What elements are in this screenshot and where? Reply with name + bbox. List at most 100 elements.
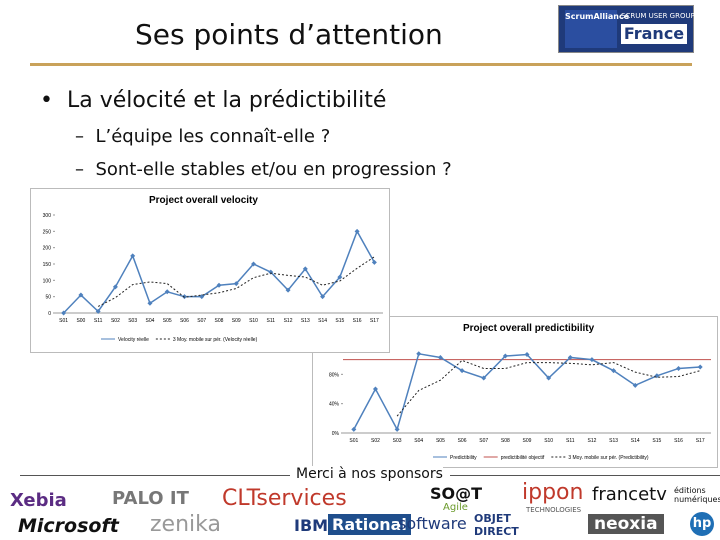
x-tick-label: S14 bbox=[318, 318, 327, 324]
x-tick-label: S05 bbox=[436, 438, 445, 444]
x-tick-label: S15 bbox=[652, 438, 661, 444]
predictability-chart: Project overall predictibility0%40%80%12… bbox=[312, 316, 718, 468]
x-tick-label: S07 bbox=[479, 438, 488, 444]
marker bbox=[459, 368, 465, 374]
slide-title: Ses points d’attention bbox=[135, 18, 443, 51]
logo-brand: ScrumAlliance bbox=[565, 12, 630, 21]
marker bbox=[354, 228, 360, 234]
marker bbox=[147, 300, 153, 306]
series-line bbox=[353, 352, 701, 432]
marker bbox=[61, 310, 67, 316]
legend-label: 3 Moy. mobile sur pér. (Velocity réelle) bbox=[173, 337, 258, 343]
y-tick-label: 100 bbox=[43, 278, 52, 284]
sub-bullet-text: Sont-elle stables et/ou en progression ? bbox=[95, 159, 452, 180]
x-tick-label: S12 bbox=[587, 438, 596, 444]
sponsor: ippon bbox=[522, 480, 584, 505]
x-tick-label: S11 bbox=[267, 318, 276, 324]
footer-caption: Merci à nos sponsors bbox=[296, 466, 443, 482]
x-tick-label: S09 bbox=[523, 438, 532, 444]
y-tick-label: 250 bbox=[43, 229, 52, 235]
sponsor: TECHNOLOGIES bbox=[526, 506, 582, 514]
marker bbox=[320, 294, 326, 300]
sponsor: hp bbox=[690, 512, 714, 536]
x-tick-label: S04 bbox=[414, 438, 423, 444]
x-tick-label: S08 bbox=[501, 438, 510, 444]
legend-label: Predictibility bbox=[450, 455, 477, 461]
sub-bullet: – L’équipe les connaît-elle ? bbox=[75, 126, 331, 147]
marker bbox=[611, 368, 617, 374]
bullet-text: La vélocité et la prédictibilité bbox=[66, 88, 387, 113]
legend-label: 3 Moy. mobile sur pér. (Predictibility) bbox=[568, 455, 649, 461]
x-tick-label: S04 bbox=[145, 318, 154, 324]
marker bbox=[351, 426, 357, 432]
marker bbox=[437, 354, 443, 360]
sponsor: Rational bbox=[328, 514, 411, 535]
marker bbox=[697, 364, 703, 370]
sponsor: francetv bbox=[592, 484, 667, 505]
sponsor: Agile bbox=[443, 502, 468, 513]
y-tick-label: 200 bbox=[43, 246, 52, 252]
sponsor: zenika bbox=[150, 512, 221, 537]
sponsor: Xebia bbox=[10, 490, 67, 511]
y-tick-label: 300 bbox=[43, 213, 52, 219]
y-tick-label: 80% bbox=[329, 372, 340, 378]
velocity-chart: Project overall velocity 0 50 100 150 200 250 3… bbox=[30, 188, 390, 353]
x-tick-label: S17 bbox=[696, 438, 705, 444]
x-tick-label: S02 bbox=[371, 438, 380, 444]
sponsor: CLTservices bbox=[222, 486, 347, 511]
x-tick-label: S16 bbox=[674, 438, 683, 444]
bullet: • La vélocité et la prédictibilité bbox=[40, 88, 387, 113]
sponsor: éditions numériques bbox=[674, 486, 720, 504]
y-tick-label: 40% bbox=[329, 402, 340, 408]
marker bbox=[95, 308, 101, 314]
marker bbox=[524, 352, 530, 358]
x-tick-label: S08 bbox=[215, 318, 224, 324]
marker bbox=[216, 282, 222, 288]
marker bbox=[130, 253, 136, 259]
y-tick-label: 0 bbox=[48, 311, 51, 317]
x-tick-label: S05 bbox=[163, 318, 172, 324]
sub-bullet: – Sont-elle stables et/ou en progression… bbox=[75, 159, 452, 180]
logo-country: France bbox=[621, 24, 687, 44]
marker bbox=[233, 281, 239, 287]
y-tick-label: 150 bbox=[43, 262, 52, 268]
x-tick-label: S09 bbox=[232, 318, 241, 324]
x-tick-label: S17 bbox=[370, 318, 379, 324]
sponsor: neoxia bbox=[588, 514, 664, 534]
footer-rule bbox=[450, 475, 720, 476]
marker bbox=[78, 292, 84, 298]
sponsor: PALO IT bbox=[112, 488, 189, 509]
marker bbox=[654, 373, 660, 379]
header-rule bbox=[30, 63, 692, 66]
marker bbox=[268, 269, 274, 275]
logo: ScrumAlliance SCRUM USER GROUP France bbox=[558, 5, 695, 53]
x-tick-label: S07 bbox=[197, 318, 206, 324]
series-line bbox=[396, 359, 701, 417]
sponsor: IBM bbox=[294, 516, 329, 535]
marker bbox=[285, 287, 291, 293]
series-line bbox=[97, 256, 375, 307]
logo-group: SCRUM USER GROUP bbox=[621, 12, 695, 20]
x-tick-label: S12 bbox=[284, 318, 293, 324]
marker bbox=[251, 261, 257, 267]
x-tick-label: S06 bbox=[180, 318, 189, 324]
marker bbox=[199, 294, 205, 300]
marker bbox=[372, 386, 378, 392]
marker bbox=[589, 357, 595, 363]
x-tick-label: S11 bbox=[566, 438, 575, 444]
sponsor: OBJET DIRECT bbox=[474, 512, 519, 538]
y-tick-label: 50 bbox=[45, 295, 51, 301]
x-tick-label: S14 bbox=[631, 438, 640, 444]
x-tick-label: S03 bbox=[393, 438, 402, 444]
x-tick-label: S16 bbox=[353, 318, 362, 324]
marker bbox=[337, 274, 343, 280]
sponsor: Microsoft bbox=[18, 515, 119, 537]
x-tick-label: S06 bbox=[458, 438, 467, 444]
marker bbox=[502, 353, 508, 359]
x-tick-label: S11 bbox=[94, 318, 103, 324]
x-tick-label: S02 bbox=[111, 318, 120, 324]
x-tick-label: S10 bbox=[249, 318, 258, 324]
x-tick-label: S03 bbox=[128, 318, 137, 324]
x-tick-label: S15 bbox=[335, 318, 344, 324]
